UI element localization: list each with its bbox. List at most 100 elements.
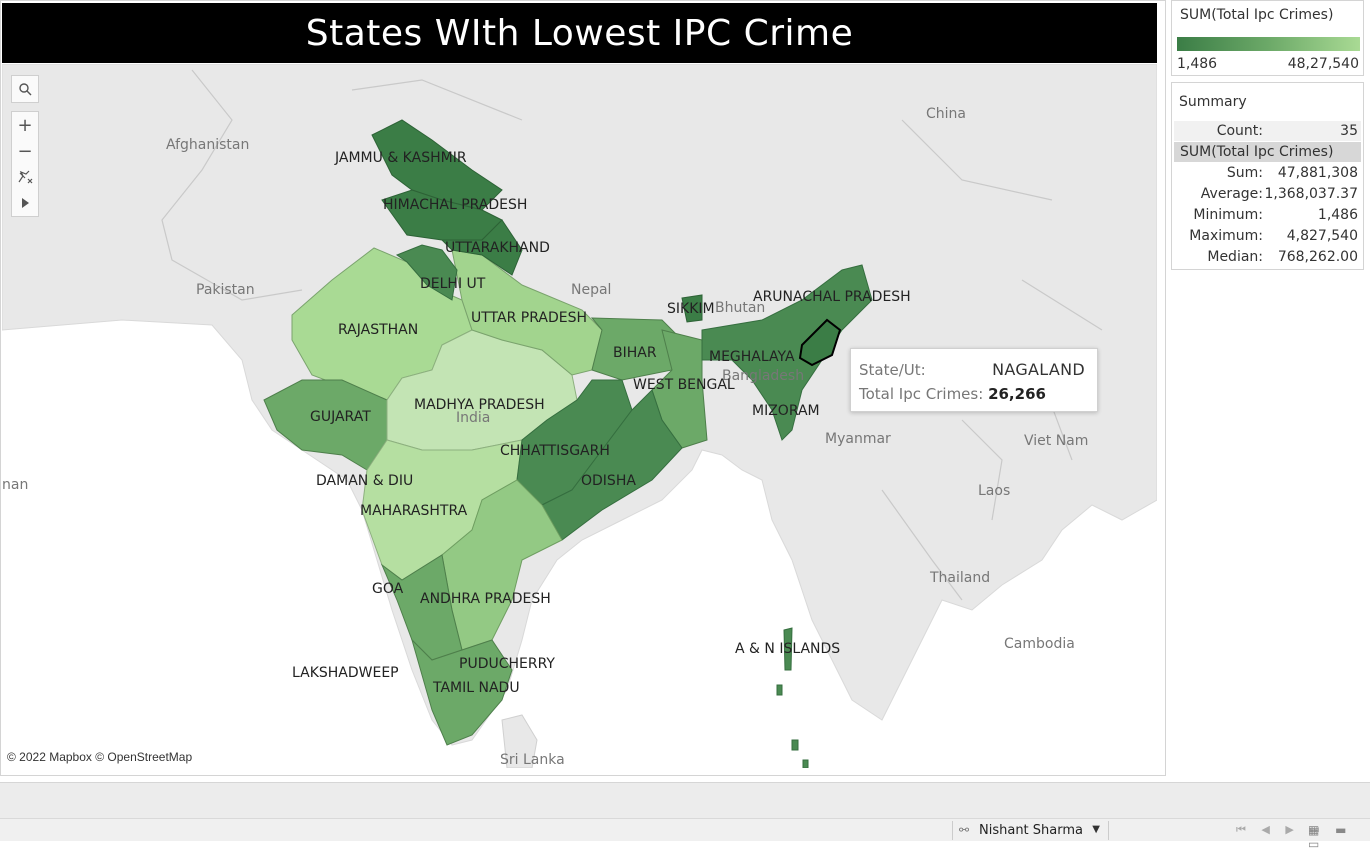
summary-row-label: Minimum: — [1193, 207, 1263, 223]
summary-row-label: Average: — [1200, 186, 1263, 202]
summary-row-value: 1,368,037.37 — [1264, 186, 1358, 202]
legend-min: 1,486 — [1177, 56, 1218, 72]
user-icon: ⚯ — [959, 823, 970, 837]
map-tooltip: State/Ut: NAGALAND Total Ipc Crimes: 26,… — [850, 348, 1098, 412]
country-label-china: China — [926, 106, 966, 122]
state-odisha[interactable] — [541, 389, 683, 541]
state-jammu-kashmir[interactable] — [371, 119, 503, 211]
summary-count-label: Count: — [1216, 123, 1263, 139]
state-label: TAMIL NADU — [432, 680, 520, 696]
tooltip-crime-label: Total Ipc Crimes: — [859, 385, 984, 403]
zoom-out-button[interactable]: − — [12, 138, 38, 164]
state-label: MIZORAM — [752, 403, 820, 419]
user-menu[interactable]: ⚯ Nishant Sharma ▼ — [952, 821, 1109, 840]
state-label: GOA — [372, 581, 404, 597]
color-legend: SUM(Total Ipc Crimes) 1,486 48,27,540 — [1171, 0, 1364, 76]
state-label: UTTARAKHAND — [445, 240, 550, 256]
summary-row: Maximum: 4,827,540 — [1174, 226, 1361, 246]
sheet-tabs-area — [0, 782, 1370, 819]
sri-lanka-land — [501, 714, 538, 768]
state-label: UTTAR PRADESH — [471, 310, 587, 326]
country-label-nepal: Nepal — [571, 282, 611, 298]
search-icon[interactable] — [11, 75, 39, 103]
sheet-nav-icons[interactable]: ⏮ ◀ ▶ ⏭ — [1236, 823, 1326, 836]
map-view[interactable]: China Afghanistan Pakistan Nepal Bhutan … — [2, 64, 1157, 768]
country-label-india: India — [456, 410, 490, 426]
country-label-pakistan: Pakistan — [196, 282, 255, 298]
state-label: PUDUCHERRY — [459, 656, 555, 672]
view-mode-icons[interactable]: ▦ ▬ ▭ — [1308, 823, 1353, 851]
play-icon[interactable] — [12, 190, 38, 216]
state-label: ODISHA — [581, 473, 636, 489]
status-bar — [0, 818, 1370, 841]
state-label: ARUNACHAL PRADESH — [753, 289, 911, 305]
state-label: DAMAN & DIU — [316, 473, 413, 489]
country-label-bhutan: Bhutan — [715, 300, 765, 316]
pin-icon[interactable] — [12, 164, 38, 190]
state-label: A & N ISLANDS — [735, 641, 840, 657]
map-toolbar: + − — [11, 75, 39, 217]
summary-measure-row: SUM(Total Ipc Crimes) — [1174, 142, 1361, 162]
summary-count-row: Count: 35 — [1174, 121, 1361, 141]
tooltip-state-label: State/Ut: — [859, 361, 926, 379]
country-label-bangladesh: Bangladesh — [722, 368, 804, 384]
state-label: MADHYA PRADESH — [414, 397, 545, 413]
state-label: ANDHRA PRADESH — [420, 591, 551, 607]
country-label-laos: Laos — [978, 483, 1010, 499]
state-label: HIMACHAL PRADESH — [383, 197, 527, 213]
summary-row-label: Sum: — [1226, 165, 1263, 181]
chevron-down-icon: ▼ — [1092, 824, 1100, 835]
state-nagaland-highlight[interactable] — [798, 318, 842, 367]
country-border — [161, 69, 1103, 601]
summary-title: Summary — [1179, 94, 1247, 110]
state-label: MAHARASHTRA — [360, 503, 468, 519]
summary-row-label: Median: — [1207, 249, 1263, 265]
country-label-cambodia: Cambodia — [1004, 636, 1075, 652]
summary-row-value: 47,881,308 — [1277, 165, 1358, 181]
state-uttar-pradesh[interactable] — [451, 249, 603, 376]
country-label-afghanistan: Afghanistan — [166, 137, 249, 153]
dashboard-title: States WIth Lowest IPC Crime — [305, 12, 854, 54]
state-label: SIKKIM — [667, 301, 715, 317]
state-a-n-islands[interactable] — [776, 627, 809, 768]
state-label: WEST BENGAL — [633, 377, 735, 393]
zoom-in-button[interactable]: + — [12, 112, 38, 138]
summary-row: Sum: 47,881,308 — [1174, 163, 1361, 183]
user-name: Nishant Sharma — [979, 823, 1083, 838]
legend-max: 48,27,540 — [1287, 56, 1359, 72]
state-label: LAKSHADWEEP — [292, 665, 399, 681]
tooltip-crime-value: 26,266 — [988, 385, 1046, 403]
state-label: MEGHALAYA — [709, 349, 795, 365]
dashboard-title-bar: States WIth Lowest IPC Crime — [2, 3, 1157, 63]
state-label: CHHATTISGARH — [500, 443, 610, 459]
tooltip-state-value: NAGALAND — [992, 360, 1085, 379]
summary-row-value: 1,486 — [1317, 207, 1358, 223]
summary-row-value: 768,262.00 — [1277, 249, 1358, 265]
state-label: GUJARAT — [310, 409, 371, 425]
summary-count-value: 35 — [1340, 123, 1358, 139]
state-bihar[interactable] — [590, 317, 683, 381]
state-label: JAMMU & KASHMIR — [334, 150, 467, 166]
summary-card: Summary Count: 35 SUM(Total Ipc Crimes) … — [1171, 82, 1364, 270]
summary-row-label: Maximum: — [1189, 228, 1263, 244]
state-label: RAJASTHAN — [338, 322, 418, 338]
state-label: BIHAR — [613, 345, 657, 361]
summary-row: Median: 768,262.00 — [1174, 247, 1361, 267]
zoom-controls: + − — [11, 111, 39, 217]
state-punjab-haryana[interactable] — [395, 244, 458, 301]
state-uttarakhand[interactable] — [440, 219, 523, 276]
tooltip-crime-row: Total Ipc Crimes: 26,266 — [859, 385, 1046, 403]
state-northeast[interactable] — [701, 264, 873, 441]
summary-row: Average: 1,368,037.37 — [1174, 184, 1361, 204]
state-label: DELHI UT — [420, 276, 486, 292]
legend-title: SUM(Total Ipc Crimes) — [1180, 7, 1334, 23]
summary-row-value: 4,827,540 — [1286, 228, 1358, 244]
country-label-sri-lanka: Sri Lanka — [500, 752, 565, 768]
state-kerala-tamil-nadu[interactable] — [410, 638, 513, 746]
map-attribution[interactable]: © 2022 Mapbox © OpenStreetMap — [7, 750, 193, 764]
summary-measure-label: SUM(Total Ipc Crimes) — [1180, 144, 1334, 160]
summary-row: Minimum: 1,486 — [1174, 205, 1361, 225]
country-label-vietnam: Viet Nam — [1024, 433, 1088, 449]
state-sikkim[interactable] — [681, 294, 703, 323]
country-label-thailand: Thailand — [929, 570, 990, 586]
